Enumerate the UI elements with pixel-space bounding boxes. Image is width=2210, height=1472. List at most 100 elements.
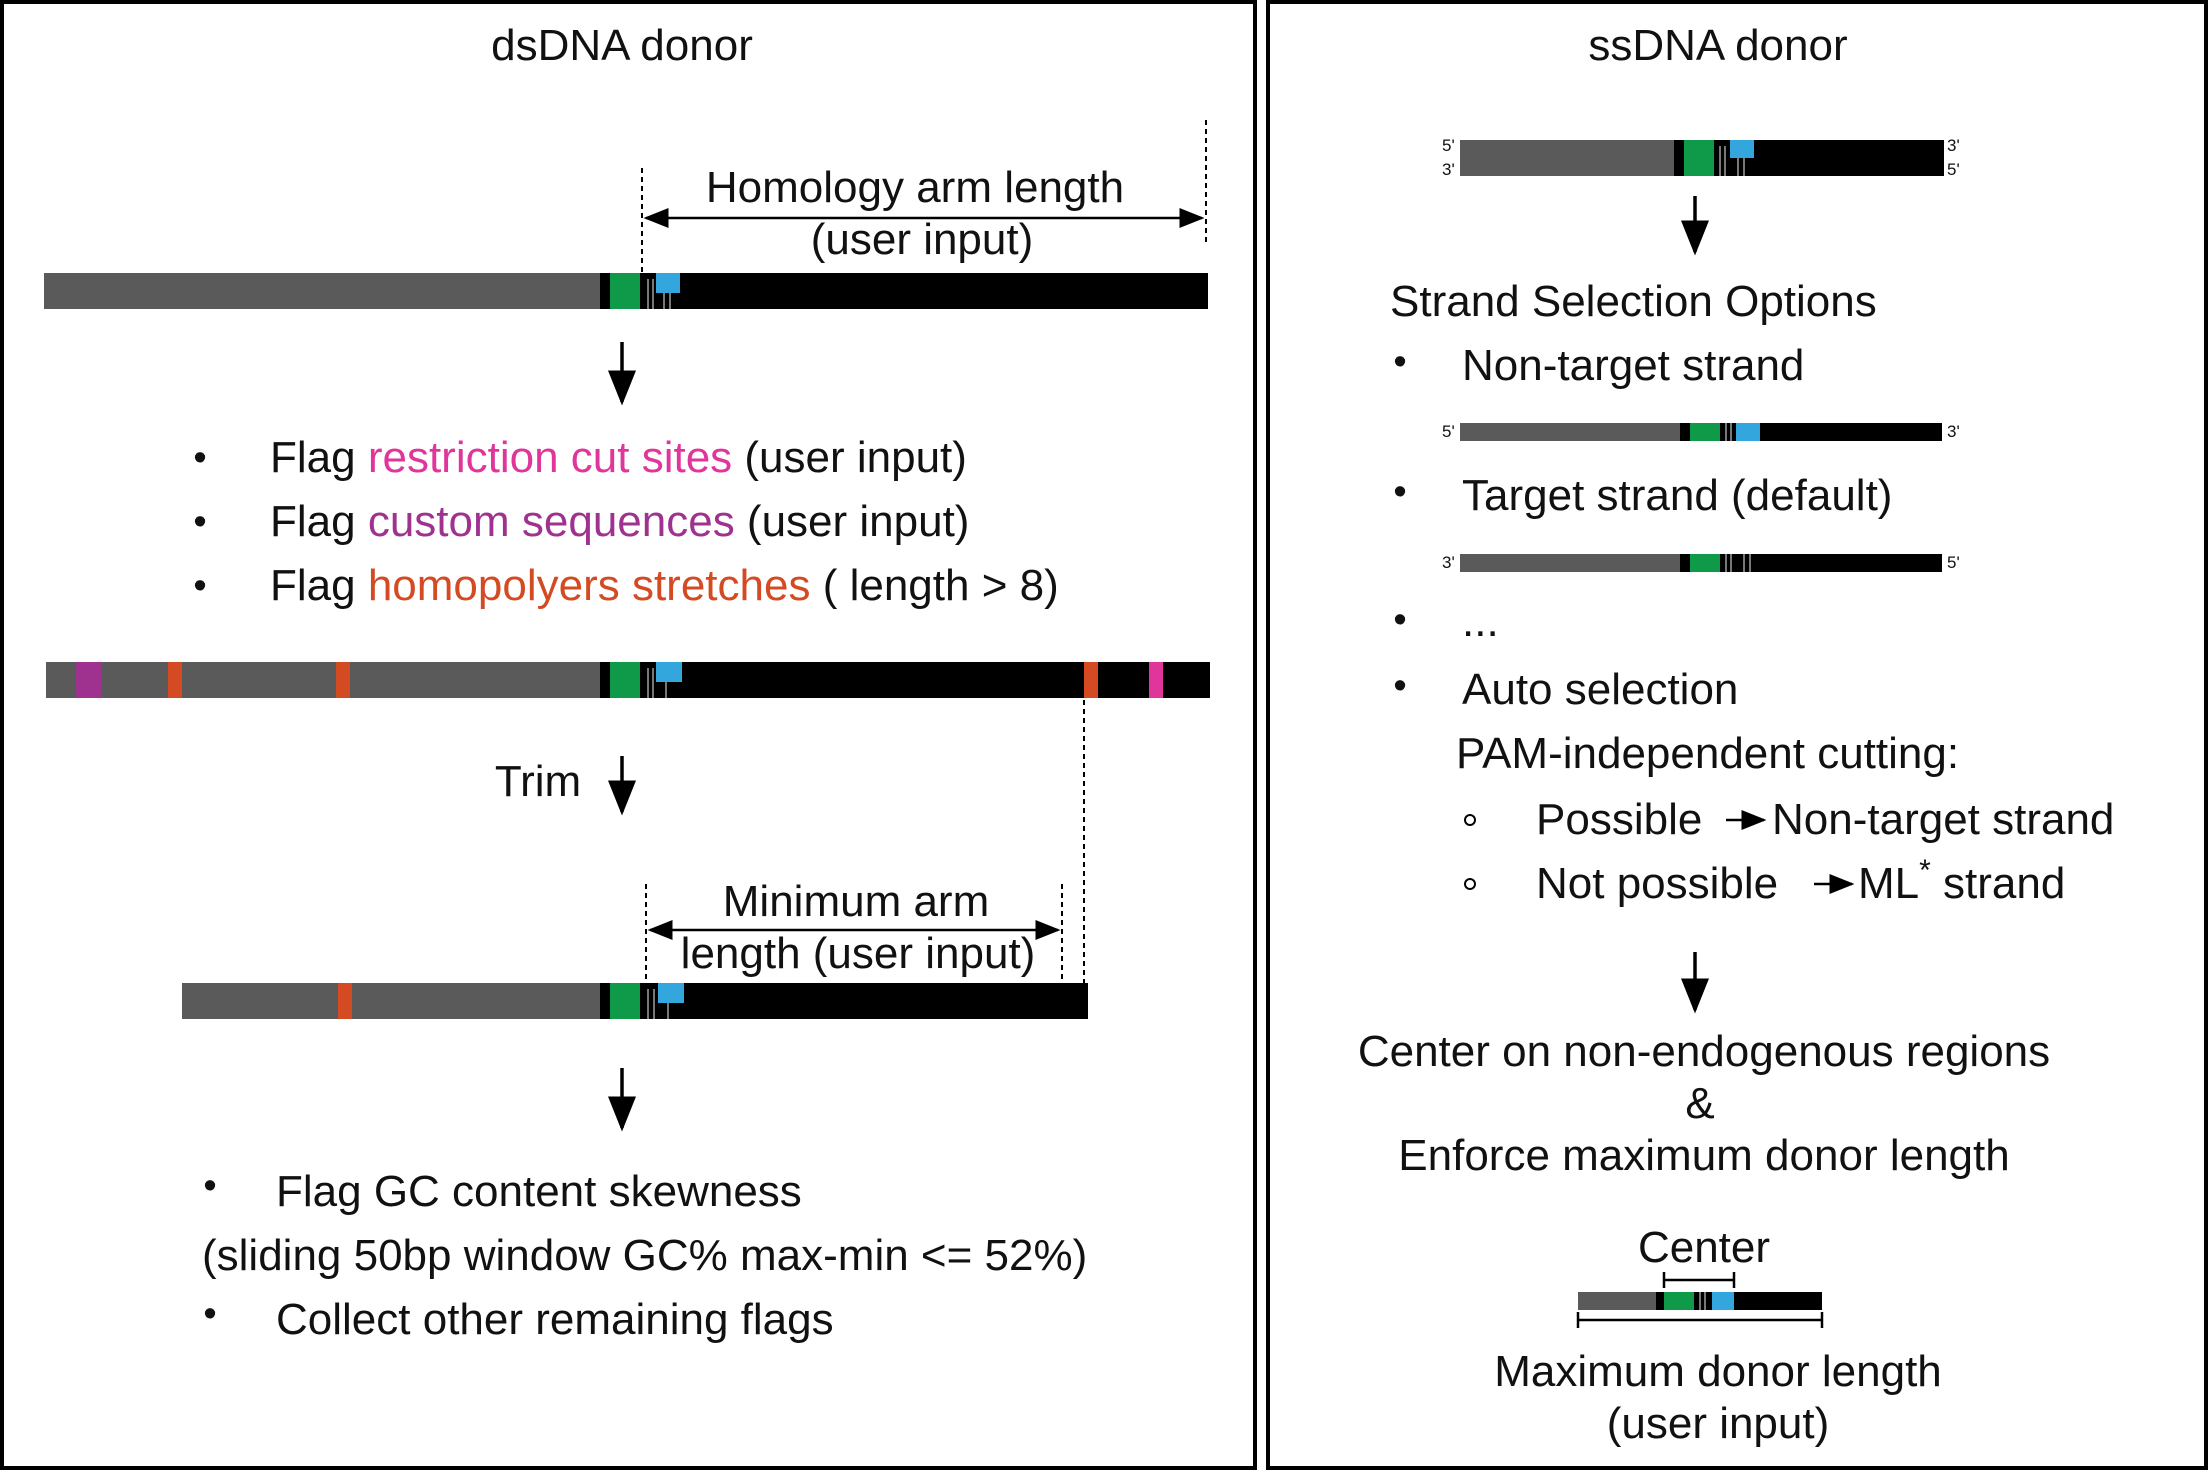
homology-arm-user-input-label: (user input) <box>811 215 1034 264</box>
right-homology-arm-segment <box>1674 140 1944 176</box>
left-homology-arm-segment <box>46 662 600 698</box>
flag-prefix: Flag <box>270 497 368 546</box>
green-insert-segment <box>1684 140 1714 176</box>
ml-label: ML <box>1858 859 1919 908</box>
left-homology-arm-segment <box>1578 1292 1656 1310</box>
option-target-strand: Target strand (default) <box>1462 471 1892 520</box>
dsdna-panel-title: dsDNA donor <box>491 21 753 70</box>
option-auto-selection: Auto selection <box>1462 665 1738 714</box>
blue-marker-segment <box>1730 140 1754 158</box>
homopolymer-flag <box>338 983 352 1019</box>
right-homology-arm-segment <box>600 273 1208 309</box>
ssdna-panel-border <box>1266 0 2208 1470</box>
collect-flags: Collect other remaining flags <box>276 1295 834 1344</box>
green-insert-segment <box>1664 1292 1694 1310</box>
bullet: • <box>193 565 206 607</box>
option-non-target-strand: Non-target strand <box>1462 341 1804 390</box>
flag-homopolymer-stretches: Flag homopolyers stretches ( length > 8) <box>270 561 1059 610</box>
dna-bar-full-dsdna <box>44 273 1208 309</box>
center-line-1: Center on non-endogenous regions <box>1358 1027 2050 1076</box>
green-insert-segment <box>610 983 640 1019</box>
sub-bullet <box>1464 814 1476 826</box>
left-homology-arm-segment <box>1460 423 1680 441</box>
bullet: • <box>203 1293 216 1335</box>
five-prime-end-label: 5' <box>1947 553 1960 572</box>
possible-label: Possible <box>1536 795 1702 844</box>
right-homology-arm-segment <box>1680 554 1942 572</box>
three-prime-end-label: 3' <box>1442 160 1455 179</box>
sub-bullet <box>1464 878 1476 890</box>
custom-sequence-flag <box>76 662 102 698</box>
left-homology-arm-segment <box>1460 140 1674 176</box>
homology-arm-label: Homology arm length <box>706 163 1124 212</box>
bullet: • <box>193 437 206 479</box>
bullet: • <box>1393 471 1406 513</box>
gc-content-flag: Flag GC content skewness <box>276 1167 802 1216</box>
dna-bar-target-strand: 3' 5' <box>1442 553 1960 572</box>
green-insert-segment <box>1690 423 1720 441</box>
flag-highlight-custom: custom sequences <box>368 497 735 546</box>
bullet: • <box>193 501 206 543</box>
possible-result: Non-target strand <box>1772 795 2114 844</box>
green-insert-segment <box>610 662 640 698</box>
flag-highlight-homopolymer: homopolyers stretches <box>368 561 811 610</box>
max-donor-user-input-label: (user input) <box>1607 1399 1830 1448</box>
restriction-site-flag <box>1149 662 1163 698</box>
center-line-3: Enforce maximum donor length <box>1398 1131 2009 1180</box>
flag-prefix: Flag <box>270 561 368 610</box>
blue-marker-segment <box>656 273 680 293</box>
flag-list: • Flag restriction cut sites (user input… <box>193 433 1058 610</box>
green-insert-segment <box>1690 554 1720 572</box>
blue-marker-segment <box>658 983 684 1003</box>
three-prime-end-label: 3' <box>1947 422 1960 441</box>
bullet: • <box>203 1165 216 1207</box>
not-possible-result: ML* strand <box>1858 854 2065 908</box>
left-homology-arm-segment <box>1460 554 1680 572</box>
three-prime-end-label: 3' <box>1442 553 1455 572</box>
five-prime-end-label: 5' <box>1947 160 1960 179</box>
blue-marker-segment <box>1712 1292 1734 1310</box>
left-homology-arm-segment <box>182 983 600 1019</box>
trim-label: Trim <box>495 757 581 806</box>
bullet: • <box>1393 599 1406 641</box>
blue-marker-segment <box>1736 423 1760 441</box>
flag-suffix: (user input) <box>735 497 970 546</box>
dna-bar-max-donor <box>1578 1292 1822 1310</box>
right-homology-arm-segment <box>600 662 1210 698</box>
gc-content-detail: (sliding 50bp window GC% max-min <= 52%) <box>202 1231 1087 1280</box>
bullet: • <box>1393 665 1406 707</box>
homopolymer-flag <box>336 662 350 698</box>
dna-bar-flagged-dsdna <box>46 662 1210 698</box>
option-more: ... <box>1462 597 1499 646</box>
blue-marker-segment <box>656 662 682 682</box>
flag-restriction-cut-sites: Flag restriction cut sites (user input) <box>270 433 967 482</box>
not-possible-label: Not possible <box>1536 859 1778 908</box>
max-donor-length-label: Maximum donor length <box>1494 1347 1942 1396</box>
min-arm-label: Minimum arm <box>723 877 989 926</box>
strand-suffix: strand <box>1931 859 2066 908</box>
flag-highlight-restriction: restriction cut sites <box>368 433 732 482</box>
dna-bar-ssdna-duplex: 5' 3' 3' 5' <box>1442 136 1960 179</box>
three-prime-end-label: 3' <box>1947 136 1960 155</box>
homopolymer-flag <box>168 662 182 698</box>
flag-suffix: (user input) <box>732 433 967 482</box>
center-label: Center <box>1638 1223 1770 1272</box>
dna-bar-non-target-strand: 5' 3' <box>1442 422 1960 441</box>
pam-independent-label: PAM-independent cutting: <box>1456 729 1959 778</box>
min-arm-user-input-label: length (user input) <box>681 929 1036 978</box>
bullet: • <box>1393 341 1406 383</box>
center-line-2: & <box>1685 1079 1714 1128</box>
flag-prefix: Flag <box>270 433 368 482</box>
homopolymer-flag <box>1084 662 1098 698</box>
five-prime-end-label: 5' <box>1442 136 1455 155</box>
right-homology-arm-segment <box>1656 1292 1822 1310</box>
flag-suffix: ( length > 8) <box>810 561 1058 610</box>
flag-custom-sequences: Flag custom sequences (user input) <box>270 497 969 546</box>
dna-bar-trimmed-dsdna <box>182 983 1088 1019</box>
ml-asterisk: * <box>1919 854 1931 887</box>
left-homology-arm-segment <box>44 273 600 309</box>
five-prime-end-label: 5' <box>1442 422 1455 441</box>
strand-selection-header: Strand Selection Options <box>1390 277 1877 326</box>
green-insert-segment <box>610 273 640 309</box>
